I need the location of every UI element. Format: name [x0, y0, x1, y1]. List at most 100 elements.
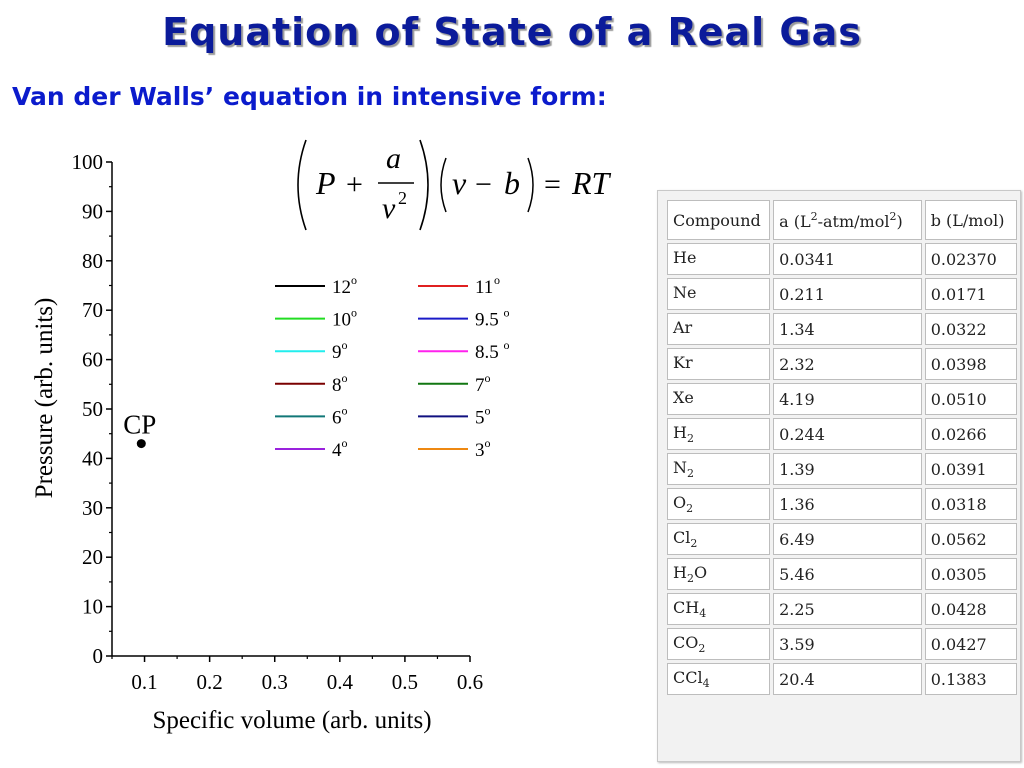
table-row: N2 1.39 0.0391 [667, 453, 1017, 485]
van-der-waals-equation: P + a v 2 v − b = RT [297, 139, 612, 231]
table-row: O2 1.36 0.0318 [667, 488, 1017, 520]
a-value-cell: 20.4 [773, 663, 922, 695]
right-paren-small [527, 157, 534, 213]
table-row: H2O 5.46 0.0305 [667, 558, 1017, 590]
legend-degree-3: o [485, 436, 491, 450]
legend-degree-9: o [342, 338, 348, 352]
b-value-cell: 0.0398 [924, 348, 1017, 380]
compound-sub: 4 [699, 607, 707, 620]
legend-label-9.5: 9.5 [475, 310, 499, 331]
compound-cell: CO2 [667, 628, 771, 660]
b-value-cell: 0.0171 [924, 278, 1017, 310]
compound-base: CO [673, 633, 699, 652]
eq-p: P [315, 165, 336, 201]
compound-sub: 2 [686, 572, 694, 585]
table-row: Xe 4.19 0.0510 [667, 383, 1017, 415]
x-tick-label: 0.1 [131, 670, 157, 694]
page-subtitle: Van der Walls’ equation in intensive for… [12, 82, 607, 111]
compound-base: Ar [673, 318, 693, 337]
y-tick-label: 20 [82, 545, 103, 569]
header-a-suffix: ) [896, 211, 903, 231]
y-tick-label: 30 [82, 496, 103, 520]
legend-degree-12: o [351, 273, 357, 287]
header-b: b (L/mol) [924, 200, 1017, 240]
table-row: Ar 1.34 0.0322 [667, 313, 1017, 345]
x-tick-label: 0.2 [197, 670, 223, 694]
compound-base: O [673, 493, 687, 512]
compound-base: H [673, 423, 687, 442]
legend-label-3: 3 [475, 440, 485, 461]
vdw-constants-table: Compound a (L2-atm/mol2) b (L/mol) He 0.0… [664, 197, 1020, 698]
y-axis-label: Pressure (arb. units) [31, 298, 58, 499]
eq-v: v [452, 165, 467, 201]
table-row: Cl2 6.49 0.0562 [667, 523, 1017, 555]
compound-base: CH [673, 598, 700, 617]
legend-label-8: 8 [332, 375, 342, 396]
a-value-cell: 0.0341 [773, 243, 922, 275]
b-value-cell: 0.0318 [924, 488, 1017, 520]
header-a: a (L2-atm/mol2) [773, 200, 922, 240]
legend-degree-9.5: o [504, 306, 510, 320]
compound-sub: 4 [702, 677, 710, 690]
table-body: He 0.0341 0.02370 Ne 0.211 0.0171 Ar 1.34 0.0322… [667, 243, 1017, 695]
compound-base: Kr [673, 353, 693, 372]
a-value-cell: 3.59 [773, 628, 922, 660]
a-value-cell: 0.244 [773, 418, 922, 450]
legend-label-10: 10 [332, 310, 351, 331]
vdw-constants-panel: Compound a (L2-atm/mol2) b (L/mol) He 0.0… [657, 190, 1021, 762]
b-value-cell: 0.0305 [924, 558, 1017, 590]
a-value-cell: 1.39 [773, 453, 922, 485]
compound-tail: O [693, 563, 708, 582]
compound-cell: Kr [667, 348, 771, 380]
legend-label-7: 7 [475, 375, 485, 396]
eq-plus: + [346, 168, 363, 201]
legend-label-4: 4 [332, 440, 342, 461]
compound-base: H [673, 563, 687, 582]
compound-base: N [673, 458, 687, 477]
table-row: He 0.0341 0.02370 [667, 243, 1017, 275]
compound-cell: Xe [667, 383, 771, 415]
b-value-cell: 0.0428 [924, 593, 1017, 625]
right-paren-big [419, 139, 429, 231]
chart-legend: 12 o 11 o10 o 9.5 o9 o 8.5 o8 o 7 o6 o 5 o4 o 3 o [275, 273, 510, 461]
legend-label-6: 6 [332, 407, 342, 428]
y-tick-label: 70 [82, 298, 103, 322]
compound-cell: CH4 [667, 593, 771, 625]
header-a-sup1: 2 [810, 209, 818, 223]
table-row: H2 0.244 0.0266 [667, 418, 1017, 450]
legend-label-8.5: 8.5 [475, 342, 499, 363]
compound-cell: CCl4 [667, 663, 771, 695]
b-value-cell: 0.0391 [924, 453, 1017, 485]
header-a-sup2: 2 [889, 209, 897, 223]
eq-equals: = [544, 168, 561, 201]
a-value-cell: 2.25 [773, 593, 922, 625]
b-value-cell: 0.0562 [924, 523, 1017, 555]
table-row: CO2 3.59 0.0427 [667, 628, 1017, 660]
axes-layer: 0 10 20 30 40 50 60 70 80 90 100 0.1 0.2 0.3 0.4 0.5 0.6… [72, 150, 484, 694]
eq-rhs: RT [571, 165, 612, 201]
table-row: Ne 0.211 0.0171 [667, 278, 1017, 310]
y-tick-label: 90 [82, 199, 103, 223]
b-value-cell: 0.0266 [924, 418, 1017, 450]
a-value-cell: 4.19 [773, 383, 922, 415]
legend-label-9: 9 [332, 342, 342, 363]
compound-cell: He [667, 243, 771, 275]
a-value-cell: 5.46 [773, 558, 922, 590]
legend-degree-11: o [494, 273, 500, 287]
b-value-cell: 0.0510 [924, 383, 1017, 415]
eq-numerator: a [386, 142, 401, 175]
eq-exponent: 2 [398, 188, 407, 208]
isotherm-chart: 0 10 20 30 40 50 60 70 80 90 100 0.1 0.2 0.3 0.4 0.5 0.6… [31, 150, 510, 734]
y-tick-label: 60 [82, 348, 103, 372]
table-row: Kr 2.32 0.0398 [667, 348, 1017, 380]
table-header-row: Compound a (L2-atm/mol2) b (L/mol) [667, 200, 1017, 240]
compound-sub: 2 [698, 642, 706, 655]
x-tick-label: 0.3 [262, 670, 288, 694]
x-tick-label: 0.5 [392, 670, 418, 694]
legend-degree-8.5: o [504, 338, 510, 352]
y-tick-label: 80 [82, 249, 103, 273]
compound-cell: O2 [667, 488, 771, 520]
a-value-cell: 1.36 [773, 488, 922, 520]
legend-label-11: 11 [475, 277, 493, 298]
compound-base: Xe [673, 388, 694, 407]
